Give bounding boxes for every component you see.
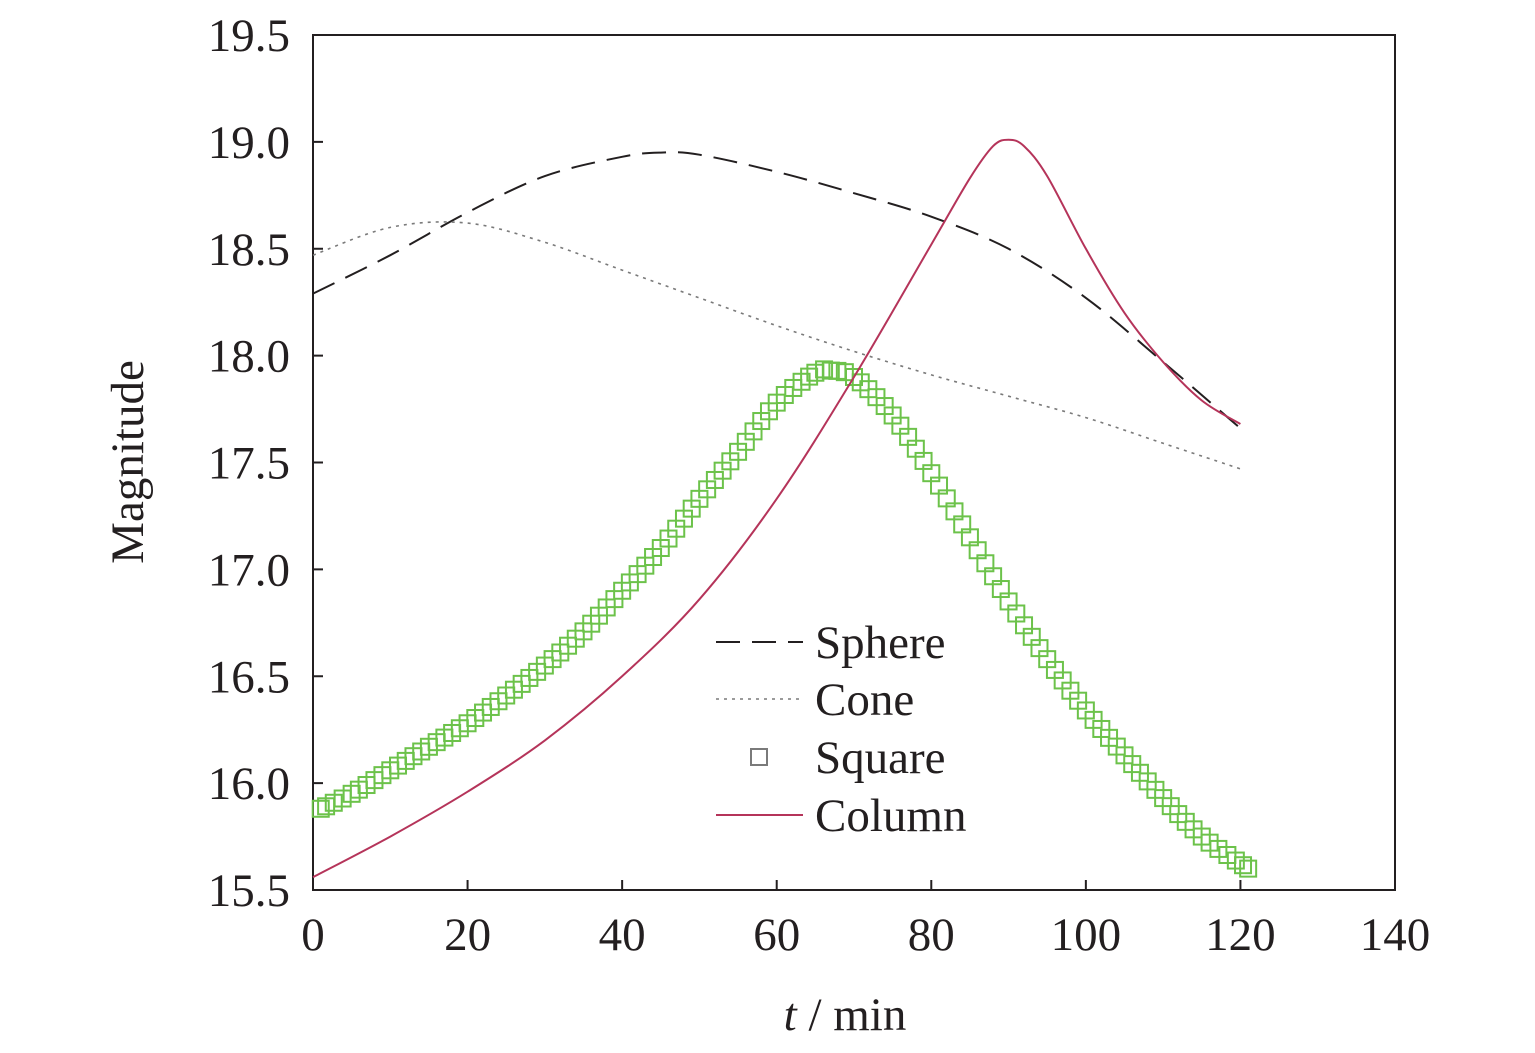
square-marker [1239, 859, 1258, 878]
y-tick-label: 19.0 [208, 117, 290, 169]
y-axis-label: Magnitude [102, 360, 154, 564]
square-marker [845, 368, 863, 386]
x-tick-label: 40 [599, 909, 646, 961]
ticks: 0 20 40 60 80 100 120 140 15.5 16.0 16.5 17.0 17.5 18… [208, 10, 1431, 961]
legend-item-sphere: Sphere [716, 617, 946, 669]
legend-square-icon [750, 748, 768, 766]
series-layer [311, 138, 1258, 879]
y-tick-label: 17.0 [208, 544, 290, 596]
x-axis-label-variable: t [784, 989, 798, 1041]
series-cone-line [312, 221, 1241, 470]
legend-label: Square [815, 732, 946, 784]
y-tick-label: 18.0 [208, 331, 290, 383]
x-tick-label: 140 [1360, 909, 1431, 961]
square-marker [835, 363, 854, 382]
y-tick-label: 18.5 [208, 224, 290, 276]
y-tick-label: 17.5 [208, 438, 290, 490]
y-tick-label: 15.5 [208, 865, 290, 917]
x-tick-label: 60 [753, 909, 800, 961]
legend-label: Sphere [815, 617, 946, 669]
legend-item-cone: Cone [716, 674, 914, 726]
x-tick-label: 120 [1205, 909, 1276, 961]
legend-label: Cone [815, 674, 914, 726]
square-marker [311, 799, 330, 818]
series-sphere-line [312, 151, 1242, 430]
x-tick-label: 100 [1051, 909, 1122, 961]
x-axis-label: t / min [784, 989, 907, 1041]
legend-item-square: Square [750, 732, 946, 784]
y-tick-label: 16.0 [208, 758, 290, 810]
legend-label: Column [815, 790, 966, 842]
legend-item-column: Column [716, 790, 966, 842]
square-marker [1234, 856, 1253, 875]
series-column-line [312, 138, 1241, 879]
x-axis-label-unit: / min [797, 989, 907, 1041]
square-marker [815, 360, 834, 379]
y-tick-label: 19.5 [208, 10, 290, 62]
series-square [311, 360, 1258, 878]
y-tick-label: 16.5 [208, 651, 290, 703]
x-tick-label: 20 [444, 909, 491, 961]
x-tick-label: 0 [301, 909, 325, 961]
x-tick-label: 80 [908, 909, 955, 961]
